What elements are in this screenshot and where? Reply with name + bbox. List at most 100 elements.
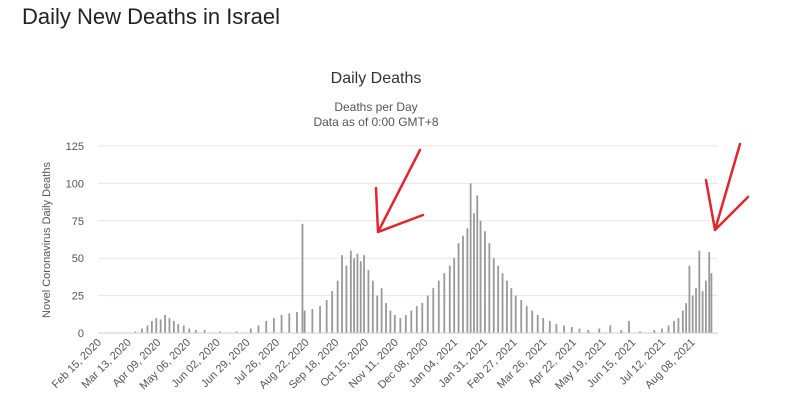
bar xyxy=(301,223,304,333)
bar xyxy=(691,295,694,333)
bar xyxy=(288,313,291,333)
bar xyxy=(469,183,472,333)
y-axis-label: Novel Coronavirus Daily Deaths xyxy=(41,162,53,318)
y-tick-label: 75 xyxy=(72,216,84,228)
bar xyxy=(363,255,365,333)
bar xyxy=(371,280,374,333)
bar xyxy=(367,270,370,333)
bar xyxy=(194,330,197,333)
bar xyxy=(272,318,275,333)
bar xyxy=(345,265,348,333)
bar xyxy=(203,330,206,333)
bar xyxy=(695,288,697,333)
bar xyxy=(159,319,162,333)
bar xyxy=(476,195,479,333)
bar xyxy=(311,309,314,333)
page-title: Daily New Deaths in Israel xyxy=(22,4,280,29)
bar xyxy=(235,331,238,333)
bar xyxy=(393,315,396,333)
bar xyxy=(146,325,149,333)
bar xyxy=(331,291,334,333)
bar xyxy=(134,331,137,333)
bar xyxy=(443,273,446,333)
bar xyxy=(164,315,166,333)
bar xyxy=(548,321,551,333)
chart-subtitle-line-1: Deaths per Day xyxy=(334,100,417,114)
bar xyxy=(380,288,383,333)
bar xyxy=(620,330,623,333)
bar xyxy=(426,295,429,333)
bar xyxy=(677,318,680,333)
bar xyxy=(385,303,387,333)
bar xyxy=(466,228,469,333)
bar xyxy=(698,250,701,333)
bar xyxy=(462,235,464,333)
bar xyxy=(265,321,268,333)
bar xyxy=(587,330,590,333)
bar xyxy=(421,303,424,333)
bar xyxy=(319,306,321,333)
annotation-arrow-2 xyxy=(704,142,750,232)
bar xyxy=(349,250,352,333)
bar xyxy=(555,324,558,333)
bar xyxy=(688,265,691,333)
bar xyxy=(705,280,707,333)
y-tick-label: 50 xyxy=(72,253,84,265)
bar xyxy=(681,310,684,333)
bar xyxy=(141,328,143,333)
bar xyxy=(389,310,392,333)
bar xyxy=(708,252,711,333)
bar xyxy=(353,258,356,333)
bar xyxy=(453,258,456,333)
bar xyxy=(653,330,656,333)
bar xyxy=(639,331,641,333)
bar xyxy=(488,243,491,333)
bar xyxy=(359,261,362,333)
bar xyxy=(172,321,175,333)
bar xyxy=(710,273,713,333)
bar xyxy=(673,321,675,333)
bar xyxy=(497,265,500,333)
bar xyxy=(667,325,670,333)
chart-subtitle-line-2: Data as of 0:00 GMT+8 xyxy=(313,115,438,129)
bar xyxy=(609,325,612,333)
bar xyxy=(155,318,158,333)
bar xyxy=(399,318,402,333)
bar xyxy=(473,213,475,333)
chart-title: Daily Deaths xyxy=(331,70,422,87)
bar xyxy=(410,310,413,333)
y-tick-label: 25 xyxy=(72,291,84,303)
bar xyxy=(685,303,688,333)
bar xyxy=(578,328,581,333)
bar xyxy=(280,315,283,333)
bar xyxy=(484,231,486,333)
bar xyxy=(531,310,534,333)
bar xyxy=(628,321,630,333)
annotation-arrow-1 xyxy=(374,148,425,234)
bar xyxy=(325,300,328,333)
bar xyxy=(177,324,180,333)
bar xyxy=(661,328,663,333)
bar xyxy=(341,255,343,333)
bar xyxy=(479,220,482,333)
bar xyxy=(525,306,528,333)
bar xyxy=(336,280,339,333)
bar xyxy=(150,321,153,333)
bar xyxy=(536,315,539,333)
bar xyxy=(432,288,435,333)
bar xyxy=(448,265,451,333)
bar xyxy=(415,306,418,333)
bar xyxy=(570,327,573,333)
bar xyxy=(257,325,260,333)
bar xyxy=(249,328,252,333)
bar xyxy=(506,280,508,333)
bar xyxy=(501,273,504,333)
bar xyxy=(457,243,460,333)
bar xyxy=(188,328,191,333)
bar xyxy=(520,300,523,333)
bar xyxy=(356,253,359,333)
bar xyxy=(219,331,221,333)
bar xyxy=(168,318,171,333)
bar xyxy=(510,288,513,333)
